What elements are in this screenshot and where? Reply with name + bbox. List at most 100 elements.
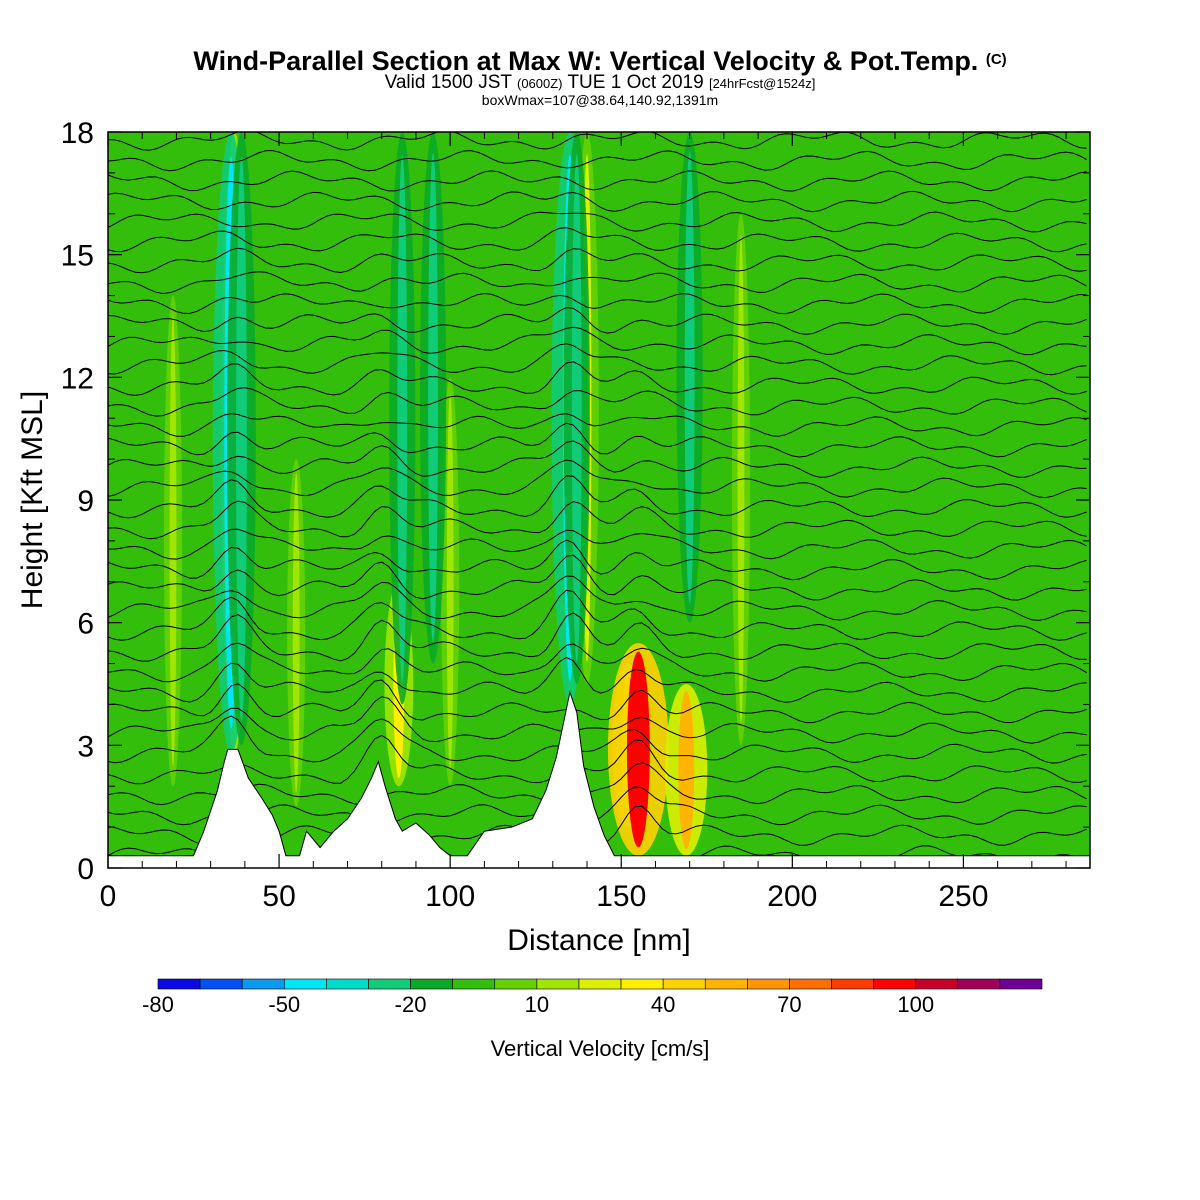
- colorbar-swatch: [410, 978, 453, 990]
- theta-contour: [108, 528, 1087, 560]
- theta-contour: [108, 227, 1087, 253]
- y-tick-label: 18: [61, 117, 94, 150]
- colorbar-swatch: [452, 978, 496, 990]
- downdraft-band-6: [684, 151, 695, 604]
- box-info: boxWmax=107@38.64,140.92,1391m: [481, 92, 719, 108]
- updraft-band-4: [446, 393, 454, 770]
- theta-contour: [108, 696, 1087, 744]
- theta-contour: [108, 413, 1087, 437]
- theta-contour: [108, 575, 1087, 621]
- y-tick-label: 15: [61, 240, 94, 273]
- x-axis-label: Distance [nm]: [507, 924, 690, 957]
- colorbar-tick-label: 100: [897, 992, 934, 1017]
- colorbar-swatch: [157, 978, 201, 990]
- colorbar-swatch: [241, 978, 285, 990]
- theta-contour: [108, 247, 1087, 274]
- copyright-mark: (C): [985, 51, 1007, 68]
- y-axis-label: Height [Kft MSL]: [16, 391, 49, 609]
- colorbar-swatch: [536, 978, 580, 990]
- colorbar-tick-label: 40: [651, 992, 675, 1017]
- theta-contour: [108, 343, 1087, 376]
- theta-contour: [108, 475, 1087, 519]
- y-tick-label: 3: [77, 730, 94, 763]
- theta-contour: [108, 387, 1087, 417]
- colorbar-swatch: [662, 978, 706, 990]
- colorbar-tick-label: 10: [525, 992, 549, 1017]
- field-background: [108, 132, 1090, 868]
- colorbar-swatch: [873, 978, 917, 990]
- x-tick-label: 100: [425, 880, 475, 913]
- axes: 0 50 100 150 200 250 0 3 6 9 12 15 18 Distance [nm] He…: [16, 117, 1091, 957]
- y-tick-label: 12: [61, 362, 94, 395]
- theta-contour: [108, 149, 1087, 172]
- theta-contour: [108, 211, 1087, 233]
- colorbar-swatch: [704, 978, 748, 990]
- colorbar-swatch: [620, 978, 664, 990]
- theta-contour: [108, 589, 1087, 641]
- plot-area: [108, 132, 1090, 868]
- x-tick-label: 0: [100, 880, 117, 913]
- theta-contour: [108, 656, 1087, 703]
- theta-contour: [108, 170, 1087, 192]
- field-layer: [108, 132, 1090, 868]
- colorbar: -80 -50 -20 10 40 70 100: [142, 978, 1043, 1017]
- terrain: [108, 690, 1090, 868]
- chart-title: Wind-Parallel Section at Max W: Vertical…: [193, 46, 1007, 76]
- theta-contour: [108, 762, 1087, 806]
- valid-utc: (0600Z): [516, 76, 563, 91]
- colorbar-label: Vertical Velocity [cm/s]: [490, 1036, 710, 1061]
- theta-contour: [108, 679, 1087, 724]
- colorbar-swatch: [283, 978, 327, 990]
- x-tick-label: 50: [262, 880, 295, 913]
- theta-contour: [108, 539, 1087, 581]
- downdraft-band-3: [571, 154, 582, 662]
- colorbar-swatch: [915, 978, 959, 990]
- downdraft-band-4: [397, 154, 408, 682]
- colorbar-swatch: [199, 978, 243, 990]
- colorbar-swatch: [831, 978, 874, 990]
- x-tick-label: 250: [938, 880, 988, 913]
- colorbar-tick-label: -80: [142, 992, 174, 1017]
- theta-contour: [108, 361, 1087, 396]
- theta-contour: [108, 715, 1087, 764]
- x-tick-label: 150: [596, 880, 646, 913]
- theta-contour: [108, 271, 1087, 295]
- theta-contour: [108, 422, 1087, 458]
- colorbar-swatch: [747, 978, 790, 990]
- downdraft-band-5: [428, 153, 438, 643]
- y-tick-label: 6: [77, 608, 94, 641]
- theta-contour: [108, 132, 1087, 151]
- theta-contour: [108, 642, 1087, 683]
- colorbar-swatch: [326, 978, 369, 990]
- colorbar-swatch: [789, 978, 832, 990]
- downdraft-band-1: [236, 156, 247, 721]
- colorbar-swatch: [957, 978, 1001, 990]
- colorbar-swatch: [999, 978, 1043, 990]
- theta-contour: [108, 191, 1087, 213]
- theta-contour: [108, 459, 1087, 499]
- valid-date: TUE 1 Oct 2019: [567, 72, 704, 93]
- colorbar-tick-label: -20: [395, 992, 427, 1017]
- theta-contour: [108, 326, 1087, 356]
- colorbar-tick-label: 70: [777, 992, 801, 1017]
- theta-contour: [108, 440, 1087, 478]
- forecast-label: [24hrFcst@1524z]: [708, 76, 816, 91]
- updraft-band-7: [626, 651, 650, 848]
- theta-contour: [108, 292, 1087, 315]
- theta-contour: [108, 500, 1087, 540]
- colorbar-swatch: [494, 978, 538, 990]
- theta-contour: [108, 612, 1087, 662]
- theta-contour: [108, 307, 1087, 335]
- theta-contour: [108, 554, 1087, 601]
- theta-contour: [108, 734, 1087, 785]
- colorbar-swatch: [578, 978, 622, 990]
- y-tick-label: 9: [77, 485, 94, 518]
- x-tick-label: 200: [767, 880, 817, 913]
- colorbar-swatch: [368, 978, 411, 990]
- updraft-band-8: [678, 690, 695, 849]
- updraft-band-0: [169, 315, 177, 767]
- y-tick-label: 0: [77, 853, 94, 886]
- valid-time: Valid 1500 JST (0600Z) TUE 1 Oct 2019 [2…: [384, 72, 816, 93]
- colorbar-tick-label: -50: [268, 992, 300, 1017]
